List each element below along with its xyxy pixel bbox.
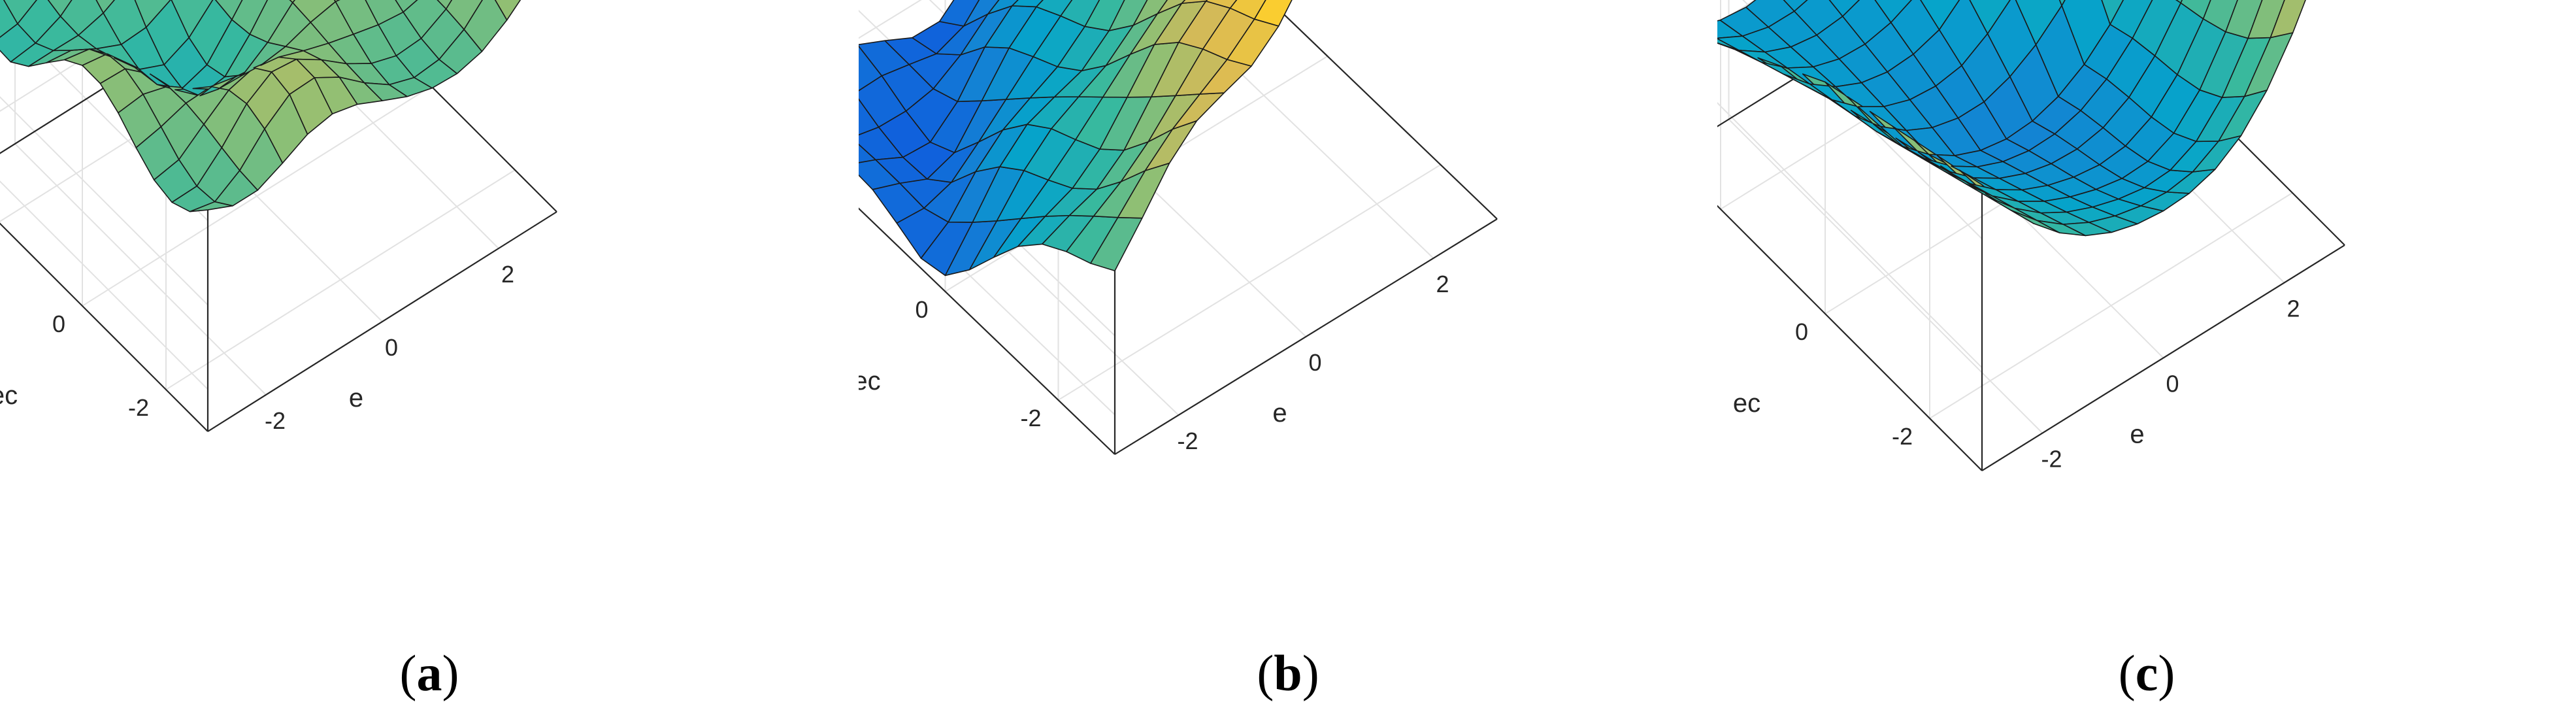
surface-patch <box>2180 0 2211 20</box>
y-tick-label: 0 <box>1795 318 1808 345</box>
surface-patch <box>1060 0 1100 27</box>
x-tick-label: -2 <box>2041 446 2062 473</box>
x-tick-label: 2 <box>501 261 514 288</box>
surface-patch <box>494 0 521 21</box>
x-axis-label: e <box>349 384 363 412</box>
surface-patch <box>963 0 1000 27</box>
surface-patch <box>2225 0 2263 39</box>
caption-letter: c <box>2135 645 2158 701</box>
surface-patch <box>214 0 243 20</box>
caption-a: (a) <box>399 645 459 701</box>
subplot-c: -202-202-101eecKd (c) <box>1717 0 2576 723</box>
axis-edge <box>0 222 208 432</box>
caption-letter: a <box>416 645 442 701</box>
x-tick-label: -2 <box>265 407 286 434</box>
grid-line-x <box>859 107 1180 416</box>
surface-patch <box>2101 0 2124 25</box>
x-tick-label: 0 <box>385 334 398 361</box>
surface-patch <box>938 0 980 27</box>
y-tick-label: -2 <box>128 394 149 421</box>
grid-line-z <box>0 0 208 306</box>
surface-patch <box>95 0 116 14</box>
caption-c: (c) <box>2118 645 2175 701</box>
y-tick-label: -2 <box>1892 423 1913 450</box>
surface-patch <box>463 0 508 52</box>
surface-patch <box>1132 0 1168 26</box>
x-axis-label: e <box>2130 420 2144 449</box>
surface-patch <box>2247 0 2285 39</box>
surface <box>0 0 521 212</box>
surface-patch <box>1012 0 1044 8</box>
grid-line-z <box>859 0 1115 416</box>
surface-patch <box>1783 0 1808 12</box>
x-tick-label: 2 <box>1436 271 1449 297</box>
x-tick-label: -2 <box>1177 428 1198 454</box>
grid-line-z <box>1742 0 1983 240</box>
surface-patch <box>437 0 453 10</box>
surface-plot-kp: -202-202-0.2-0.100.10.2eecKp <box>0 0 557 434</box>
surface-patch <box>1157 0 1186 14</box>
y-axis-label: ec <box>859 367 881 395</box>
axis-edge <box>859 207 1115 455</box>
grid-line-z <box>0 0 208 390</box>
subplot-b: -202-202-0.04-0.0200.020.04eecKi (b) <box>859 0 1717 723</box>
grid-line-x <box>1163 0 1434 259</box>
caption-b: (b) <box>1257 645 1319 701</box>
caption-letter: b <box>1274 645 1302 701</box>
surface <box>859 0 1293 277</box>
x-axis-label: e <box>1272 399 1287 428</box>
surface-patch <box>1084 0 1125 31</box>
surface-patch <box>47 0 73 17</box>
axis-edge <box>1717 205 1983 471</box>
axis-edge <box>1981 244 2345 471</box>
surface-patch <box>1181 0 1208 4</box>
surface-patch <box>1828 0 1860 17</box>
surface-patch <box>1205 0 1238 9</box>
surface-patch <box>987 0 1019 15</box>
axis-edge <box>1114 218 1498 455</box>
x-tick-label: 0 <box>2166 371 2179 397</box>
surface-patch <box>1108 0 1148 31</box>
grid-line-z <box>0 12 208 222</box>
subplot-a: -202-202-0.2-0.100.10.2eecKp (a) <box>0 0 859 723</box>
grid-line-z <box>1717 0 1983 369</box>
surface-patch <box>2202 0 2238 33</box>
y-tick-label: 0 <box>52 311 65 337</box>
axis-edge <box>1268 0 1498 220</box>
y-axis-label: ec <box>0 381 18 410</box>
grid-line-x <box>249 0 499 249</box>
surface <box>1717 0 2306 237</box>
y-tick-label: 0 <box>915 296 928 323</box>
surface-patch <box>1253 0 1293 27</box>
x-tick-label: 0 <box>1308 349 1321 376</box>
surface-patch <box>2270 0 2306 39</box>
y-axis-label: ec <box>1733 389 1760 418</box>
axis-edge <box>207 211 557 432</box>
y-tick-label: -2 <box>1020 405 1041 431</box>
surface-patch <box>395 0 418 13</box>
surface-patch <box>289 0 296 3</box>
surface-plot-kd: -202-202-101eecKd <box>1717 0 2345 473</box>
surface-plot-ki: -202-202-0.04-0.0200.020.04eecKi <box>859 0 1498 455</box>
x-tick-label: 2 <box>2287 295 2300 322</box>
